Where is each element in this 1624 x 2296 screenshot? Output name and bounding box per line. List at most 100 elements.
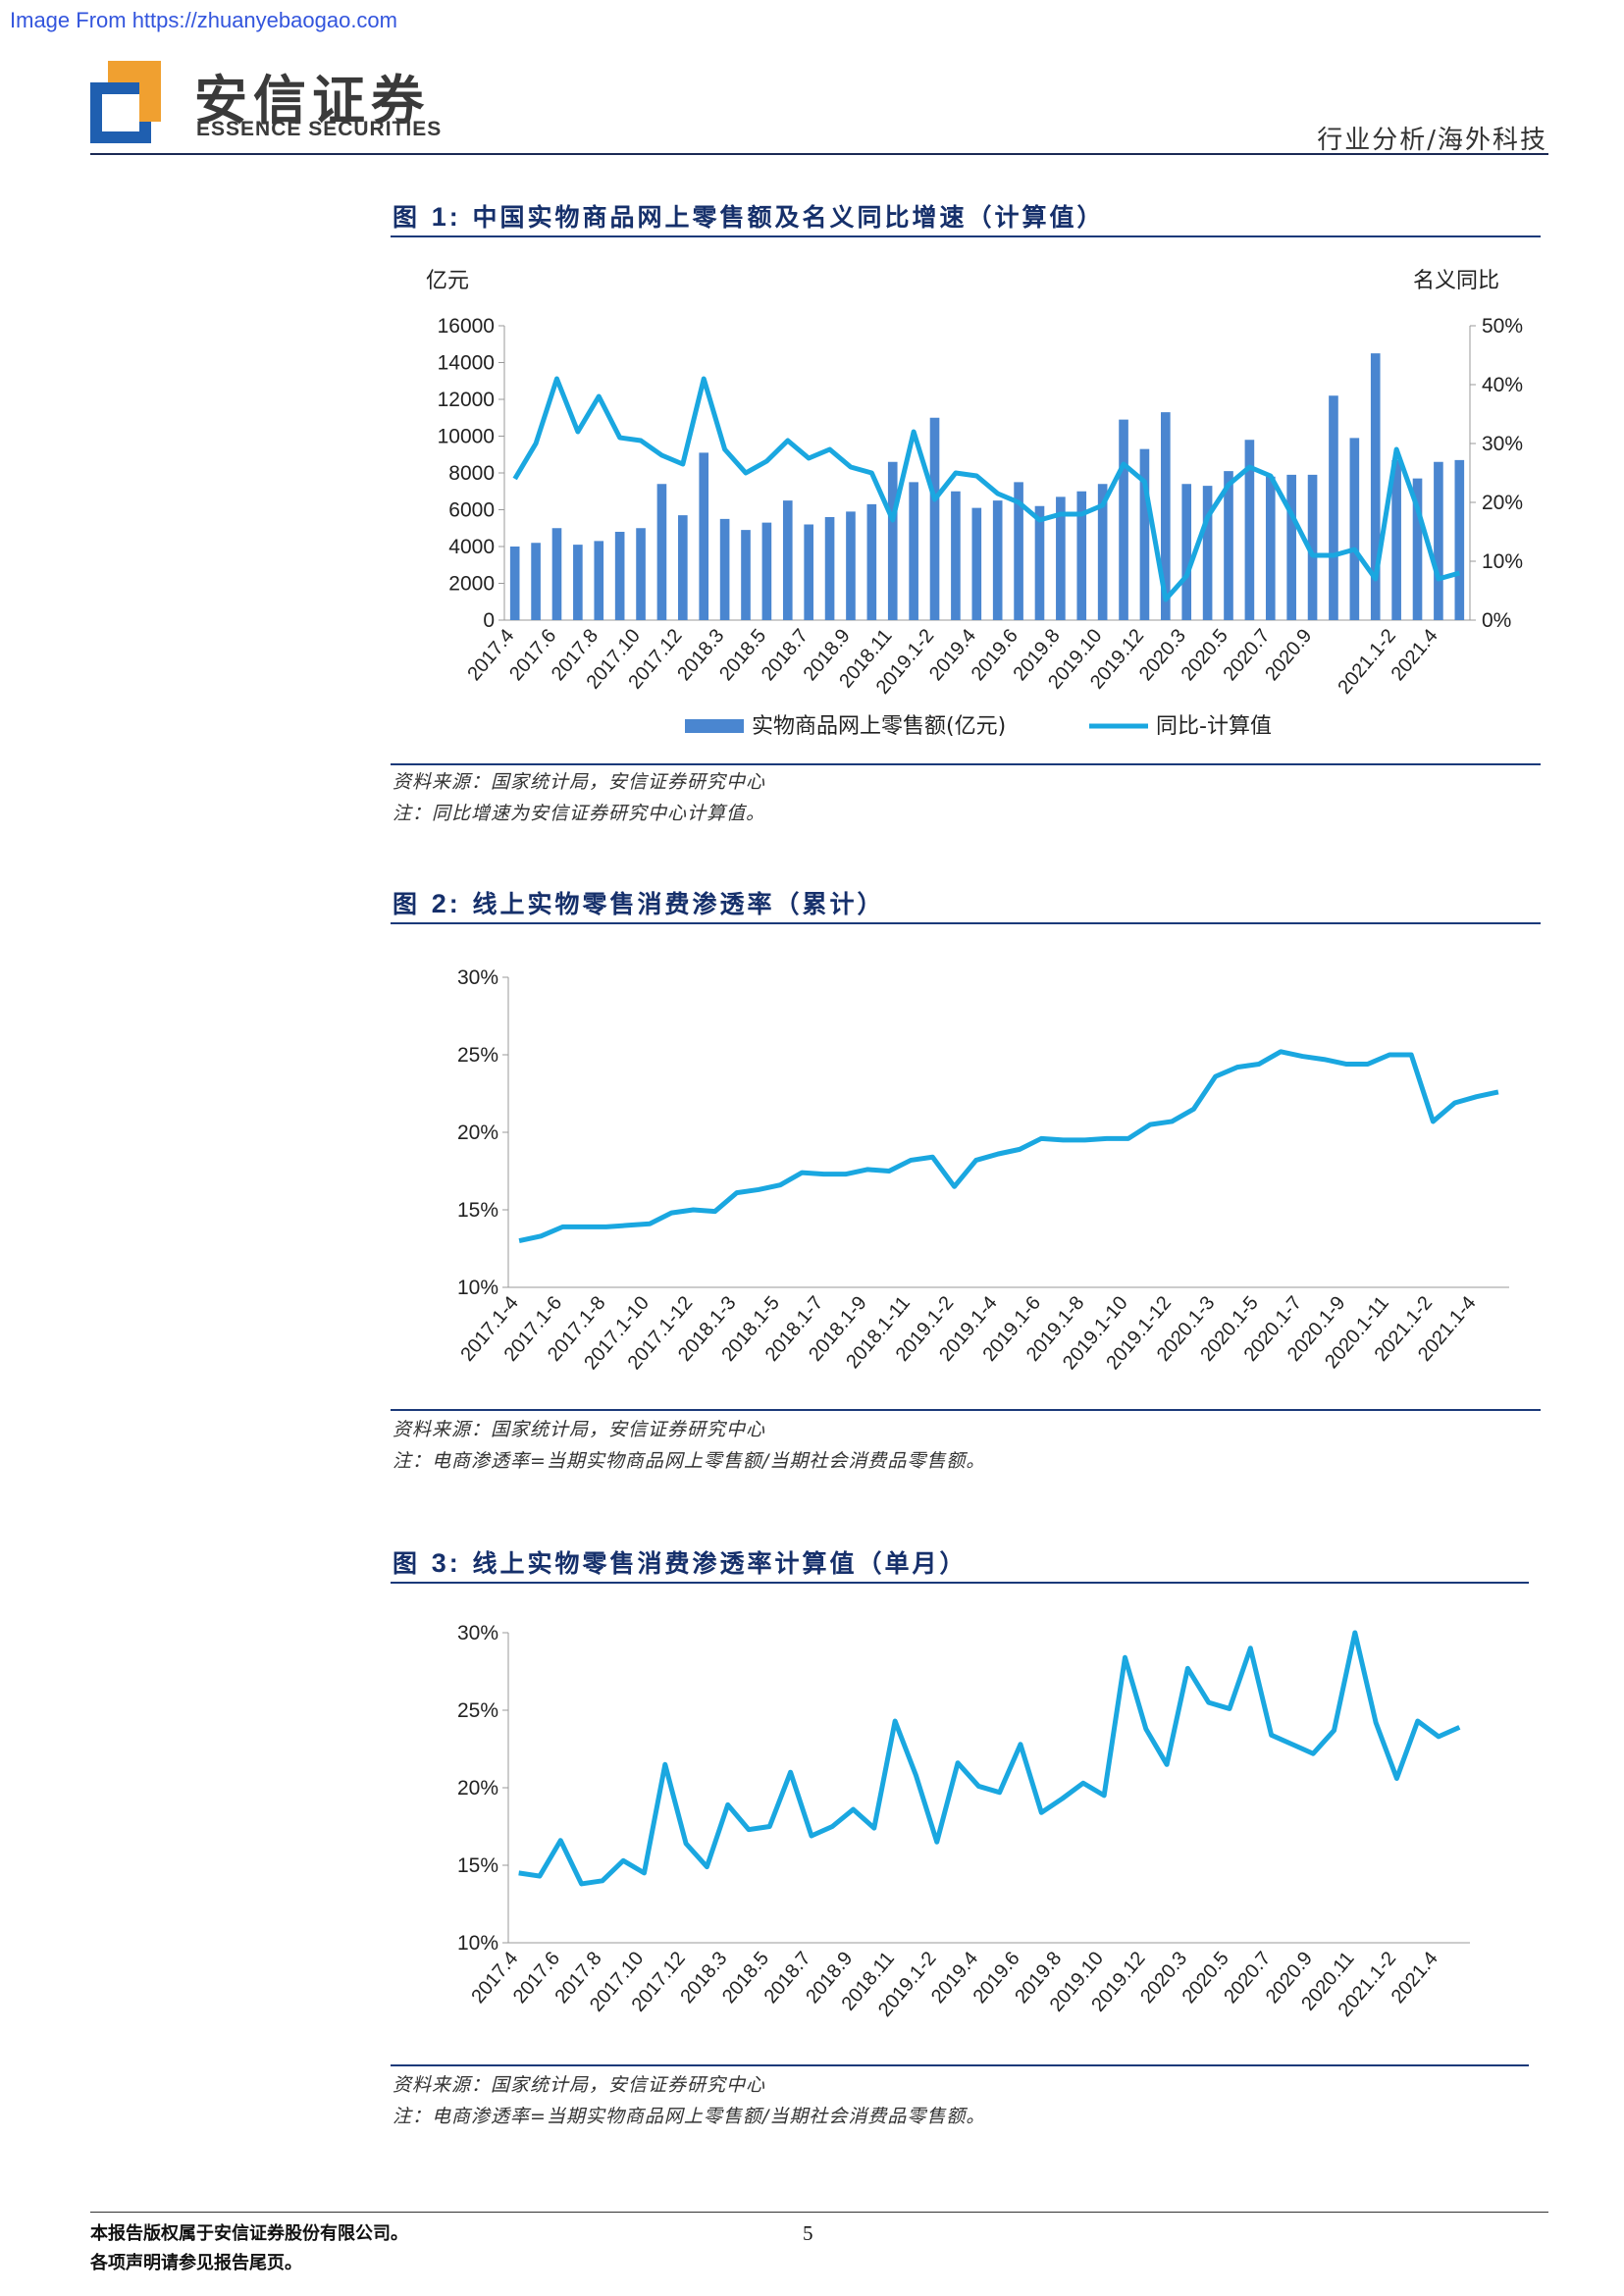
- figure-1-number: 1:: [431, 202, 461, 232]
- chart-2-y-tick-label: 20%: [457, 1122, 498, 1144]
- chart-1-bar: [1286, 474, 1296, 620]
- chart-1-bar: [1349, 438, 1360, 620]
- figure-2-title: 图 2: 线上实物零售消费渗透率（累计）: [393, 885, 884, 920]
- chart-2-line: [518, 1049, 1499, 1244]
- figure-1-right-unit: 名义同比: [1413, 269, 1500, 293]
- chart-1-bar: [1097, 484, 1108, 620]
- chart-1-right-tick-label: 0%: [1482, 609, 1511, 632]
- chart-1-bar: [929, 417, 940, 620]
- chart-1-bar: [782, 500, 793, 620]
- figure-2-number: 2:: [431, 889, 461, 918]
- chart-1-bar: [1412, 478, 1423, 620]
- chart-1-legend-bar-swatch: [685, 719, 744, 733]
- chart-1-left-tick-label: 8000: [448, 462, 495, 485]
- figure-1-top-rule: [391, 235, 1541, 237]
- chart-1-bar: [1307, 474, 1318, 620]
- chart-1-bar: [1034, 505, 1045, 620]
- report-category: 行业分析/海外科技: [1317, 126, 1547, 155]
- chart-3-y-tick-label: 10%: [457, 1932, 498, 1955]
- figure-3-title: 图 3: 线上实物零售消费渗透率计算值（单月）: [393, 1544, 967, 1580]
- chart-1-bar: [1224, 471, 1233, 620]
- chart-1-bar: [1119, 419, 1128, 620]
- figure-1-left-unit: 亿元: [426, 269, 470, 293]
- chart-3-y-tick-label: 30%: [457, 1622, 498, 1644]
- chart-3-x-tick-label: 2021.4: [1388, 1948, 1442, 2008]
- chart-1-x-tick-label: 2021.4: [1388, 625, 1442, 685]
- figure-2-label: 图: [393, 890, 421, 918]
- page-number: 5: [803, 2221, 813, 2245]
- chart-1-right-tick-label: 40%: [1482, 374, 1523, 396]
- chart-1-bar: [1370, 353, 1381, 620]
- footer-divider: [90, 2212, 1548, 2213]
- chart-1-bar: [741, 530, 751, 620]
- figure-2-top-rule: [391, 922, 1541, 924]
- chart-1-bar: [909, 482, 918, 620]
- chart-1-left-tick-label: 14000: [438, 352, 495, 375]
- figure-1-source: 资料来源：国家统计局，安信证券研究中心: [393, 771, 766, 793]
- chart-1-bar: [551, 528, 562, 620]
- chart-2-y-tick-label: 30%: [457, 966, 498, 989]
- chart-1-bar: [1265, 476, 1276, 620]
- chart-1-bar: [1076, 491, 1087, 620]
- chart-1-bar: [1434, 461, 1443, 620]
- figure-2-source: 资料来源：国家统计局，安信证券研究中心: [393, 1419, 766, 1440]
- chart-1-left-tick-label: 6000: [448, 499, 495, 522]
- figure-1-label: 图: [393, 203, 421, 232]
- header-divider: [90, 153, 1548, 155]
- chart-2-y-tick-label: 10%: [457, 1277, 498, 1299]
- figure-3-note: 注：电商渗透率=当期实物商品网上零售额/当期社会消费品零售额。: [393, 2106, 986, 2127]
- chart-1-bar: [887, 461, 898, 620]
- chart-1-bar: [824, 517, 835, 620]
- chart-1-right-tick-label: 10%: [1482, 550, 1523, 573]
- chart-1-bar: [846, 511, 856, 620]
- chart-1-bar: [656, 484, 667, 620]
- figure-3-source: 资料来源：国家统计局，安信证券研究中心: [393, 2074, 766, 2096]
- chart-1-bar: [866, 503, 877, 620]
- chart-1-bar: [719, 518, 730, 620]
- brand-name-en: ESSENCE SECURITIES: [196, 118, 443, 140]
- chart-1-bar: [761, 522, 772, 620]
- figure-2-chart: 10%15%20%25%30%2017.1-42017.1-62017.1-82…: [456, 966, 1509, 1374]
- chart-3-y-tick-label: 15%: [457, 1854, 498, 1877]
- footer-disclaimer: 各项声明请参见报告尾页。: [90, 2253, 302, 2273]
- chart-1-legend-bar-label: 实物商品网上零售额(亿元): [752, 714, 1006, 739]
- chart-1-bar: [509, 547, 520, 620]
- chart-1-right-tick-label: 50%: [1482, 315, 1523, 338]
- chart-2-y-tick-label: 15%: [457, 1199, 498, 1222]
- figure-1-title: 图 1: 中国实物商品网上零售额及名义同比增速（计算值）: [393, 198, 1104, 234]
- chart-1-bar: [951, 491, 961, 620]
- figure-3-title-text: 线上实物零售消费渗透率计算值（单月）: [472, 1549, 968, 1578]
- chart-1-right-tick-label: 30%: [1482, 433, 1523, 455]
- chart-1-bar: [678, 515, 688, 620]
- chart-1-bar: [699, 452, 709, 620]
- figure-2-title-text: 线上实物零售消费渗透率（累计）: [472, 890, 885, 918]
- chart-1-bar: [573, 545, 583, 620]
- chart-1-yoy-line: [512, 376, 1460, 602]
- chart-1-bar: [531, 543, 541, 620]
- chart-1-bar: [636, 528, 646, 620]
- figure-1-note: 注：同比增速为安信证券研究中心计算值。: [393, 803, 766, 824]
- chart-1-bar: [804, 524, 813, 620]
- figure-3-label: 图: [393, 1549, 421, 1578]
- chart-1-bar: [1181, 484, 1192, 620]
- figure-3-chart: 10%15%20%25%30%2017.42017.62017.82017.10…: [457, 1622, 1470, 2021]
- chart-1-left-tick-label: 12000: [438, 389, 495, 411]
- figure-3-number: 3:: [431, 1548, 461, 1578]
- figure-1-bottom-rule: [391, 763, 1541, 765]
- chart-1-legend-line-label: 同比-计算值: [1156, 714, 1272, 739]
- chart-1-bar: [971, 507, 982, 620]
- chart-1-bar: [1139, 448, 1150, 620]
- chart-3-line: [518, 1630, 1461, 1887]
- chart-2-y-tick-label: 25%: [457, 1044, 498, 1067]
- chart-3-y-tick-label: 25%: [457, 1699, 498, 1722]
- chart-1-bar: [614, 532, 625, 620]
- figure-1-chart: 0 2000 4000 6000 8000 10000 12000 14000 16000 0% 1…: [438, 315, 1523, 739]
- chart-1-bar: [1161, 412, 1171, 620]
- footer-legal: 本报告版权属于安信证券股份有限公司。 各项声明请参见报告尾页。: [90, 2219, 408, 2278]
- chart-1-x-tick-label: 2021.1-2: [1334, 625, 1400, 699]
- chart-1-bar: [1329, 395, 1338, 620]
- figure-3-top-rule: [391, 1582, 1529, 1584]
- brand-logo: [90, 61, 161, 143]
- chart-1-left-tick-label: 4000: [448, 536, 495, 558]
- chart-1-left-tick-label: 2000: [448, 573, 495, 596]
